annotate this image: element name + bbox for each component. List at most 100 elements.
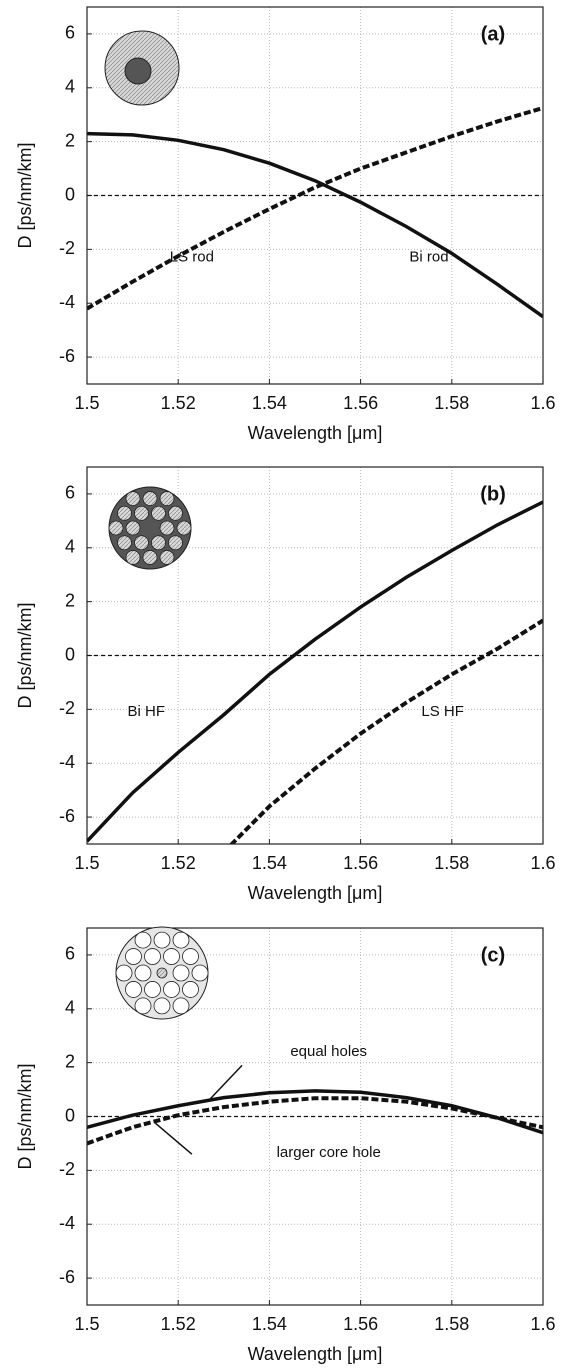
x-tick-label: 1.58 bbox=[434, 853, 469, 873]
y-axis-label: D [ps/nm/km] bbox=[15, 142, 35, 248]
air-hole bbox=[134, 964, 152, 982]
leader-line bbox=[154, 1122, 193, 1155]
x-tick-label: 1.54 bbox=[252, 1314, 287, 1334]
x-tick-label: 1.56 bbox=[343, 853, 378, 873]
x-tick-label: 1.6 bbox=[530, 853, 555, 873]
air-hole bbox=[168, 535, 183, 551]
air-hole bbox=[134, 505, 149, 521]
y-tick-label: 4 bbox=[65, 537, 75, 557]
air-hole bbox=[168, 505, 183, 521]
x-tick-label: 1.6 bbox=[530, 393, 555, 413]
air-hole bbox=[159, 520, 175, 536]
plot-frame bbox=[86, 466, 544, 845]
y-axis-label: D [ps/nm/km] bbox=[15, 602, 35, 708]
air-hole bbox=[159, 491, 175, 506]
plot-frame bbox=[86, 927, 544, 1306]
air-hole bbox=[108, 520, 124, 536]
y-tick-label: 6 bbox=[65, 23, 75, 43]
air-hole bbox=[117, 505, 132, 521]
y-tick-label: 2 bbox=[65, 1051, 75, 1071]
air-hole bbox=[182, 948, 199, 965]
x-tick-label: 1.54 bbox=[252, 393, 287, 413]
air-hole bbox=[163, 981, 180, 998]
x-tick-label: 1.5 bbox=[74, 1314, 99, 1334]
series-label: larger core hole bbox=[277, 1144, 381, 1161]
series-line bbox=[87, 500, 543, 843]
air-hole bbox=[125, 550, 141, 565]
panel-title: (b) bbox=[480, 483, 506, 505]
air-hole bbox=[125, 520, 141, 536]
air-hole bbox=[151, 535, 166, 551]
x-tick-label: 1.54 bbox=[252, 853, 287, 873]
air-hole bbox=[172, 964, 190, 982]
y-tick-label: 2 bbox=[65, 130, 75, 150]
y-tick-label: -2 bbox=[59, 1159, 75, 1179]
series-line bbox=[87, 106, 543, 311]
x-tick-label: 1.56 bbox=[343, 393, 378, 413]
series-label: Bi HF bbox=[128, 703, 166, 720]
x-axis-label: Wavelength [μm] bbox=[248, 423, 383, 443]
air-hole bbox=[172, 997, 190, 1015]
x-tick-label: 1.58 bbox=[434, 393, 469, 413]
air-hole bbox=[159, 550, 175, 565]
y-tick-label: 6 bbox=[65, 944, 75, 964]
y-tick-label: -6 bbox=[59, 806, 75, 826]
fiber-icon bbox=[104, 30, 180, 106]
fiber-icon bbox=[108, 486, 192, 570]
y-tick-label: -4 bbox=[59, 292, 75, 312]
y-tick-label: 2 bbox=[65, 590, 75, 610]
x-tick-label: 1.52 bbox=[161, 853, 196, 873]
series-label: equal holes bbox=[290, 1043, 367, 1060]
y-tick-label: -2 bbox=[59, 698, 75, 718]
air-hole bbox=[153, 931, 171, 949]
y-tick-label: 6 bbox=[65, 483, 75, 503]
series-line bbox=[87, 131, 543, 319]
air-hole bbox=[151, 505, 166, 521]
x-tick-label: 1.58 bbox=[434, 1314, 469, 1334]
series-line bbox=[87, 1096, 543, 1146]
panel-title: (c) bbox=[481, 944, 505, 966]
air-hole bbox=[156, 967, 168, 979]
air-hole bbox=[176, 520, 192, 536]
y-tick-label: 4 bbox=[65, 77, 75, 97]
air-hole bbox=[142, 491, 158, 506]
plot-frame bbox=[86, 6, 544, 385]
series-line bbox=[229, 618, 543, 844]
y-tick-label: 0 bbox=[65, 184, 75, 204]
panel-title: (a) bbox=[481, 23, 505, 45]
air-hole bbox=[144, 981, 161, 998]
series-label: LS rod bbox=[170, 248, 214, 265]
air-hole bbox=[134, 535, 149, 551]
air-hole bbox=[125, 948, 142, 965]
air-hole bbox=[182, 981, 199, 998]
x-axis-label: Wavelength [μm] bbox=[248, 1344, 383, 1364]
y-tick-label: 0 bbox=[65, 1105, 75, 1125]
x-tick-label: 1.6 bbox=[530, 1314, 555, 1334]
air-hole bbox=[142, 550, 158, 565]
y-tick-label: 0 bbox=[65, 644, 75, 664]
y-tick-label: -4 bbox=[59, 752, 75, 772]
y-tick-label: -6 bbox=[59, 346, 75, 366]
x-tick-label: 1.5 bbox=[74, 853, 99, 873]
y-tick-label: 4 bbox=[65, 998, 75, 1018]
fiber-core bbox=[124, 57, 152, 85]
air-hole bbox=[191, 964, 209, 982]
y-tick-label: -4 bbox=[59, 1213, 75, 1233]
series-label: LS HF bbox=[421, 703, 464, 720]
series-label: Bi rod bbox=[409, 248, 448, 265]
air-hole bbox=[144, 948, 161, 965]
leader-line bbox=[209, 1064, 243, 1100]
air-hole bbox=[125, 491, 141, 506]
y-tick-label: -2 bbox=[59, 238, 75, 258]
air-hole bbox=[153, 997, 171, 1015]
air-hole bbox=[172, 931, 190, 949]
air-hole bbox=[163, 948, 180, 965]
x-tick-label: 1.52 bbox=[161, 393, 196, 413]
x-tick-label: 1.56 bbox=[343, 1314, 378, 1334]
x-tick-label: 1.52 bbox=[161, 1314, 196, 1334]
x-axis-label: Wavelength [μm] bbox=[248, 883, 383, 903]
air-hole bbox=[125, 981, 142, 998]
air-hole bbox=[134, 997, 152, 1015]
